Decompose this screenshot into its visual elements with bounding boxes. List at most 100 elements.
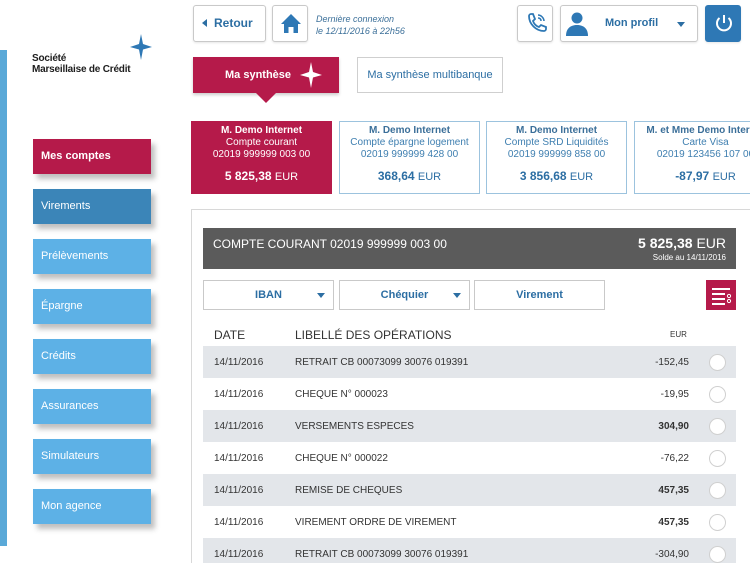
account-balance: 368,64 EUR — [340, 169, 479, 183]
phone-icon — [528, 13, 547, 32]
row-date: 14/11/2016 — [214, 389, 264, 400]
home-icon — [281, 14, 301, 33]
account-number: 02019 123456 107 00 — [656, 149, 750, 160]
account-amount: 5 825,38 — [224, 169, 272, 183]
account-owner: M. Demo Internet — [368, 125, 451, 136]
row-amount: 457,35 — [658, 485, 689, 496]
sidebar-item-epargne[interactable]: Épargne — [33, 289, 151, 324]
table-row[interactable]: 14/11/2016 REMISE DE CHEQUES 457,35 — [203, 474, 736, 506]
table-row[interactable]: 14/11/2016 CHEQUE N° 000022 -76,22 — [203, 442, 736, 474]
account-currency: EUR — [417, 171, 442, 183]
column-header-date: DATE — [214, 328, 246, 342]
account-amount: 368,64 — [377, 169, 415, 183]
profile-dropdown[interactable]: Mon profil — [560, 5, 698, 42]
table-row[interactable]: 14/11/2016 VERSEMENTS ESPECES 304,90 — [203, 410, 736, 442]
row-label: VERSEMENTS ESPECES — [295, 421, 414, 432]
radio-check-icon[interactable] — [709, 418, 726, 435]
radio-check-icon[interactable] — [709, 482, 726, 499]
account-number: 02019 999999 003 00 — [212, 149, 311, 160]
tab-ma-synthese-multibanque[interactable]: Ma synthèse multibanque — [357, 57, 503, 93]
radio-check-icon[interactable] — [709, 546, 726, 563]
row-date: 14/11/2016 — [214, 485, 264, 496]
iban-dropdown[interactable]: IBAN — [203, 280, 334, 310]
account-banner-amount: 5 825,38 — [638, 235, 693, 251]
sidebar-item-virements[interactable]: Virements — [33, 189, 151, 224]
account-owner: M. Demo Internet — [220, 125, 303, 136]
account-card[interactable]: M. et Mme Demo Internet Carte Visa 02019… — [634, 121, 750, 194]
chevron-down-icon — [453, 293, 461, 298]
left-accent-strip — [0, 50, 7, 546]
table-row[interactable]: 14/11/2016 CHEQUE N° 000023 -19,95 — [203, 378, 736, 410]
back-button[interactable]: Retour — [193, 5, 266, 42]
logout-button[interactable] — [705, 5, 741, 42]
last-connection-line2: le 12/11/2016 à 22h56 — [316, 26, 405, 36]
account-currency: EUR — [274, 171, 299, 183]
column-header-libelle: LIBELLÉ DES OPÉRATIONS — [295, 328, 452, 342]
radio-check-icon[interactable] — [709, 450, 726, 467]
star-icon — [300, 62, 322, 88]
account-card[interactable]: M. Demo Internet Compte courant 02019 99… — [191, 121, 332, 194]
last-connection: Dernière connexion le 12/11/2016 à 22h56 — [316, 13, 405, 37]
account-currency: EUR — [712, 171, 736, 183]
iban-label: IBAN — [255, 289, 282, 301]
radio-check-icon[interactable] — [709, 386, 726, 403]
account-type: Compte SRD Liquidités — [504, 137, 609, 148]
account-detail-panel: COMPTE COURANT 02019 999999 003 00 5 825… — [191, 209, 750, 563]
virement-button[interactable]: Virement — [474, 280, 605, 310]
row-date: 14/11/2016 — [214, 517, 264, 528]
account-balance: -87,97 EUR — [635, 169, 750, 183]
sidebar-item-mes-comptes[interactable]: Mes comptes — [33, 139, 151, 174]
account-type: Compte épargne logement — [350, 137, 469, 148]
row-amount: -76,22 — [660, 453, 689, 464]
table-row[interactable]: 14/11/2016 RETRAIT CB 00073099 30076 019… — [203, 538, 736, 563]
radio-check-icon[interactable] — [709, 514, 726, 531]
sidebar-item-prelevements[interactable]: Prélèvements — [33, 239, 151, 274]
filter-button[interactable] — [706, 280, 736, 310]
brand-logo: Société Marseillaise de Crédit — [32, 34, 172, 76]
user-icon — [566, 12, 588, 36]
sidebar-item-credits[interactable]: Crédits — [33, 339, 151, 374]
account-type: Carte Visa — [682, 137, 729, 148]
sidebar-item-mon-agence[interactable]: Mon agence — [33, 489, 151, 524]
power-icon — [716, 15, 732, 32]
chevron-down-icon — [677, 22, 685, 27]
account-balance: 3 856,68 EUR — [487, 169, 626, 183]
last-connection-line1: Dernière connexion — [316, 14, 395, 24]
chevron-down-icon — [317, 293, 325, 298]
chequier-dropdown[interactable]: Chéquier — [339, 280, 470, 310]
account-banner-solde: Solde au 14/11/2016 — [652, 253, 726, 262]
account-card[interactable]: M. Demo Internet Compte épargne logement… — [339, 121, 480, 194]
account-owner: M. et Mme Demo Internet — [646, 125, 750, 136]
table-row[interactable]: 14/11/2016 RETRAIT CB 00073099 30076 019… — [203, 346, 736, 378]
row-label: VIREMENT ORDRE DE VIREMENT — [295, 517, 457, 528]
radio-check-icon[interactable] — [709, 354, 726, 371]
back-button-label: Retour — [214, 16, 253, 30]
sidebar-nav: Mes comptes Virements Prélèvements Éparg… — [33, 139, 151, 539]
sidebar-item-assurances[interactable]: Assurances — [33, 389, 151, 424]
account-card[interactable]: M. Demo Internet Compte SRD Liquidités 0… — [486, 121, 627, 194]
row-date: 14/11/2016 — [214, 549, 264, 560]
account-amount: 3 856,68 — [519, 169, 567, 183]
table-row[interactable]: 14/11/2016 VIREMENT ORDRE DE VIREMENT 45… — [203, 506, 736, 538]
phone-button[interactable] — [517, 5, 553, 42]
back-arrow-icon — [202, 19, 207, 27]
row-date: 14/11/2016 — [214, 357, 264, 368]
row-amount: -152,45 — [655, 357, 689, 368]
home-button[interactable] — [272, 5, 308, 42]
account-number: 02019 999999 858 00 — [507, 149, 606, 160]
account-currency: EUR — [569, 171, 594, 183]
sidebar-item-simulateurs[interactable]: Simulateurs — [33, 439, 151, 474]
tab-ma-synthese[interactable]: Ma synthèse — [193, 57, 339, 103]
account-balance: 5 825,38 EUR — [192, 169, 331, 183]
row-amount: 457,35 — [658, 517, 689, 528]
column-header-eur: EUR — [670, 330, 687, 339]
profile-label: Mon profil — [605, 17, 659, 29]
row-amount: -19,95 — [660, 389, 689, 400]
brand-line2: Marseillaise de Crédit — [32, 64, 131, 75]
account-banner: COMPTE COURANT 02019 999999 003 00 5 825… — [203, 228, 736, 269]
account-banner-currency: EUR — [696, 235, 726, 251]
account-banner-balance: 5 825,38 EUR — [638, 235, 726, 251]
account-type: Compte courant — [225, 137, 298, 148]
virement-label: Virement — [516, 289, 563, 301]
account-banner-title: COMPTE COURANT 02019 999999 003 00 — [213, 237, 447, 251]
